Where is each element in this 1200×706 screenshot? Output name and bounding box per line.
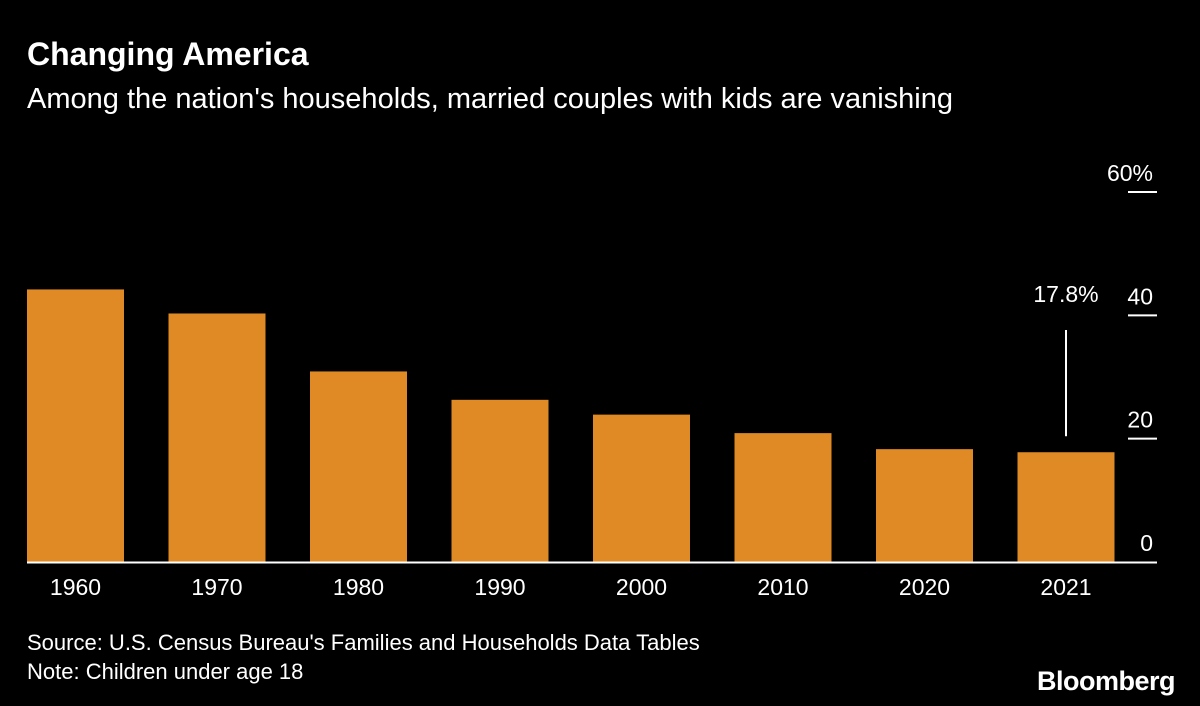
x-tick-label: 2020 <box>899 574 950 600</box>
x-tick-label: 1970 <box>191 574 242 600</box>
x-tick-label: 2010 <box>757 574 808 600</box>
bar-2010 <box>734 433 832 562</box>
source-note: Source: U.S. Census Bureau's Families an… <box>27 630 700 655</box>
x-tick-label: 2000 <box>616 574 667 600</box>
y-tick-label: 60% <box>1107 160 1153 186</box>
y-tick-label: 40 <box>1127 283 1153 309</box>
bar-2020 <box>876 449 973 562</box>
bar-1970 <box>168 313 266 562</box>
bar-1960 <box>27 289 124 562</box>
bar-1980 <box>310 371 407 562</box>
x-tick-label: 1980 <box>333 574 384 600</box>
footnote: Note: Children under age 18 <box>27 659 304 684</box>
x-tick-label: 1990 <box>474 574 525 600</box>
y-tick-label: 0 <box>1140 530 1153 556</box>
y-tick-label: 20 <box>1127 407 1153 433</box>
bar-2000 <box>593 414 690 562</box>
chart-title: Changing America <box>27 36 309 72</box>
x-tick-label: 2021 <box>1040 574 1091 600</box>
annotation-label: 17.8% <box>1033 281 1098 307</box>
bloomberg-logo: Bloomberg <box>1036 666 1176 696</box>
bar-1990 <box>451 399 549 562</box>
chart-subtitle: Among the nation's households, married c… <box>27 83 954 115</box>
bar-2021 <box>1017 452 1115 562</box>
x-tick-label: 1960 <box>50 574 101 600</box>
